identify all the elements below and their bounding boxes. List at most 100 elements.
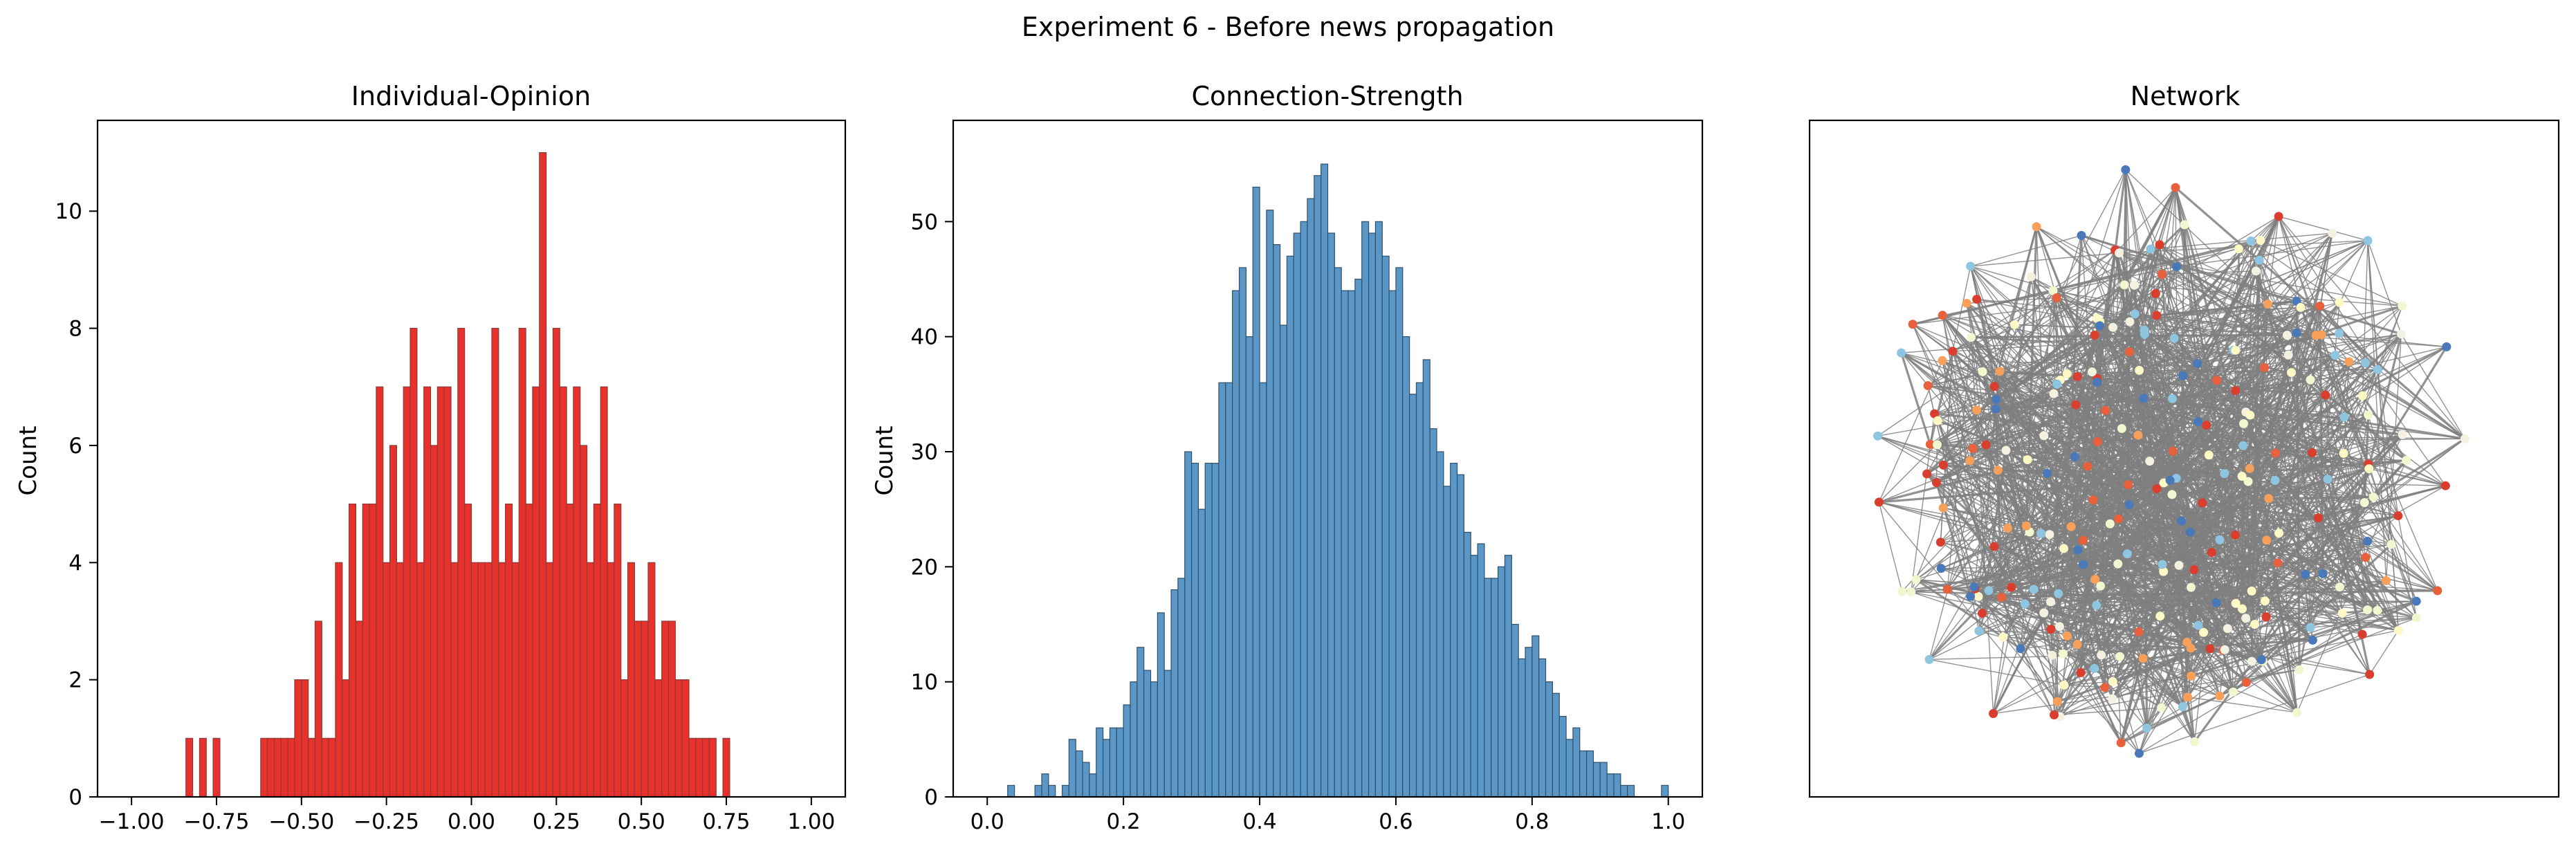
network-node	[2139, 394, 2149, 403]
opinion-histogram-bar	[647, 562, 656, 798]
network-edge	[2059, 169, 2126, 380]
network-node	[2373, 365, 2382, 374]
network-edge	[2067, 369, 2378, 374]
opinion-histogram-bar	[722, 737, 730, 798]
strength-histogram-bar	[1307, 198, 1315, 798]
network-edge	[2241, 414, 2369, 477]
network-node	[2260, 596, 2270, 606]
strength-histogram-bar	[1374, 221, 1383, 798]
strength-histogram-bar	[1450, 463, 1458, 798]
opinion-histogram-bar	[436, 386, 445, 798]
network-edge	[2338, 333, 2446, 486]
network-node	[1966, 591, 1976, 601]
network-node	[2059, 649, 2068, 659]
network-node	[2114, 514, 2124, 524]
network-node	[2100, 683, 2110, 692]
strength-histogram-bar	[1130, 681, 1138, 798]
strength-histogram-bar	[1143, 670, 1152, 798]
network-node	[2287, 368, 2297, 378]
network-node	[1873, 431, 1883, 441]
network-edge	[2278, 216, 2378, 611]
opinion-histogram-bar	[470, 562, 479, 798]
network-node	[2292, 708, 2302, 717]
network-edge	[2049, 523, 2110, 535]
strength-histogram-ytick-label: 20	[911, 555, 938, 580]
strength-histogram-bar	[1545, 681, 1553, 798]
opinion-histogram-bar	[695, 737, 703, 798]
network-node	[2048, 286, 2058, 295]
network-node	[2220, 469, 2229, 479]
network-edge	[2052, 638, 2313, 656]
network-edge	[2056, 169, 2126, 298]
network-node	[2138, 654, 2148, 663]
strength-histogram-bar	[1572, 727, 1581, 798]
network-edge	[2367, 240, 2387, 581]
network-edge	[1974, 515, 2399, 588]
network-edge	[1999, 371, 2129, 486]
network-edge	[2400, 333, 2465, 439]
strength-histogram-bar	[1075, 750, 1083, 798]
network-node	[2344, 357, 2354, 367]
opinion-histogram-bar	[559, 386, 567, 798]
network-edge	[2321, 334, 2366, 558]
network-node	[1968, 443, 1978, 453]
network-edge	[2057, 661, 2263, 702]
network-edge	[1970, 252, 2119, 267]
opinion-histogram-xtick-label: −1.00	[99, 809, 165, 834]
network-node	[1874, 497, 1884, 507]
strength-histogram-bar	[1197, 508, 1206, 798]
network-node	[1978, 367, 1987, 376]
network-node	[2157, 269, 2166, 279]
network-edge	[1937, 369, 2378, 445]
strength-histogram-bar	[1300, 221, 1308, 798]
opinion-histogram-xtick-label: −0.25	[353, 809, 419, 834]
network-node	[2079, 560, 2088, 569]
network-node	[2193, 417, 2203, 427]
network-node	[2247, 656, 2256, 666]
strength-histogram-bar	[1177, 578, 1186, 798]
strength-histogram-ytick-label: 10	[911, 670, 938, 695]
network-node	[2155, 612, 2165, 621]
network-node	[1924, 654, 1934, 664]
network-node	[2021, 521, 2031, 531]
opinion-histogram-bar	[314, 620, 322, 798]
strength-histogram-bar	[1061, 784, 1069, 798]
network-edge	[2156, 488, 2236, 604]
network-node	[1991, 394, 2000, 404]
network-edge	[1937, 444, 2279, 534]
network-node	[2306, 623, 2315, 632]
network-edge	[2173, 338, 2234, 692]
opinion-histogram-bar	[491, 327, 499, 798]
network-node	[1906, 587, 1916, 597]
network-node	[2168, 446, 2178, 456]
strength-histogram-bar	[1402, 336, 1410, 798]
network-node	[2245, 463, 2254, 473]
network-edge	[2232, 543, 2392, 693]
opinion-histogram-bar	[369, 504, 377, 798]
strength-histogram-bar	[1082, 762, 1090, 798]
network-edge	[1901, 352, 2446, 486]
network-node	[1984, 586, 1994, 596]
opinion-histogram-bar	[260, 737, 268, 798]
network-edge	[2053, 393, 2173, 495]
network-edge	[2263, 609, 2378, 662]
opinion-histogram-ytick-label: 8	[68, 317, 82, 342]
strength-histogram-bar	[1470, 555, 1478, 798]
network-edge	[2063, 547, 2184, 708]
network-edge	[2187, 697, 2297, 713]
network-node	[2237, 471, 2247, 481]
network-node	[2059, 544, 2069, 553]
network-edge	[2052, 354, 2289, 656]
network-node	[2187, 582, 2196, 592]
strength-histogram-bar	[1238, 267, 1246, 798]
strength-histogram-bar	[1048, 784, 1056, 798]
opinion-histogram-bar	[464, 504, 472, 798]
strength-histogram-bar	[1565, 739, 1574, 798]
network-node	[1991, 404, 2000, 414]
network-node	[1997, 592, 2007, 602]
network-node	[2054, 622, 2064, 632]
network-edge	[2169, 480, 2211, 649]
opinion-histogram-bar	[389, 445, 398, 798]
strength-histogram-bar	[1347, 290, 1356, 798]
network-node	[2357, 629, 2367, 639]
